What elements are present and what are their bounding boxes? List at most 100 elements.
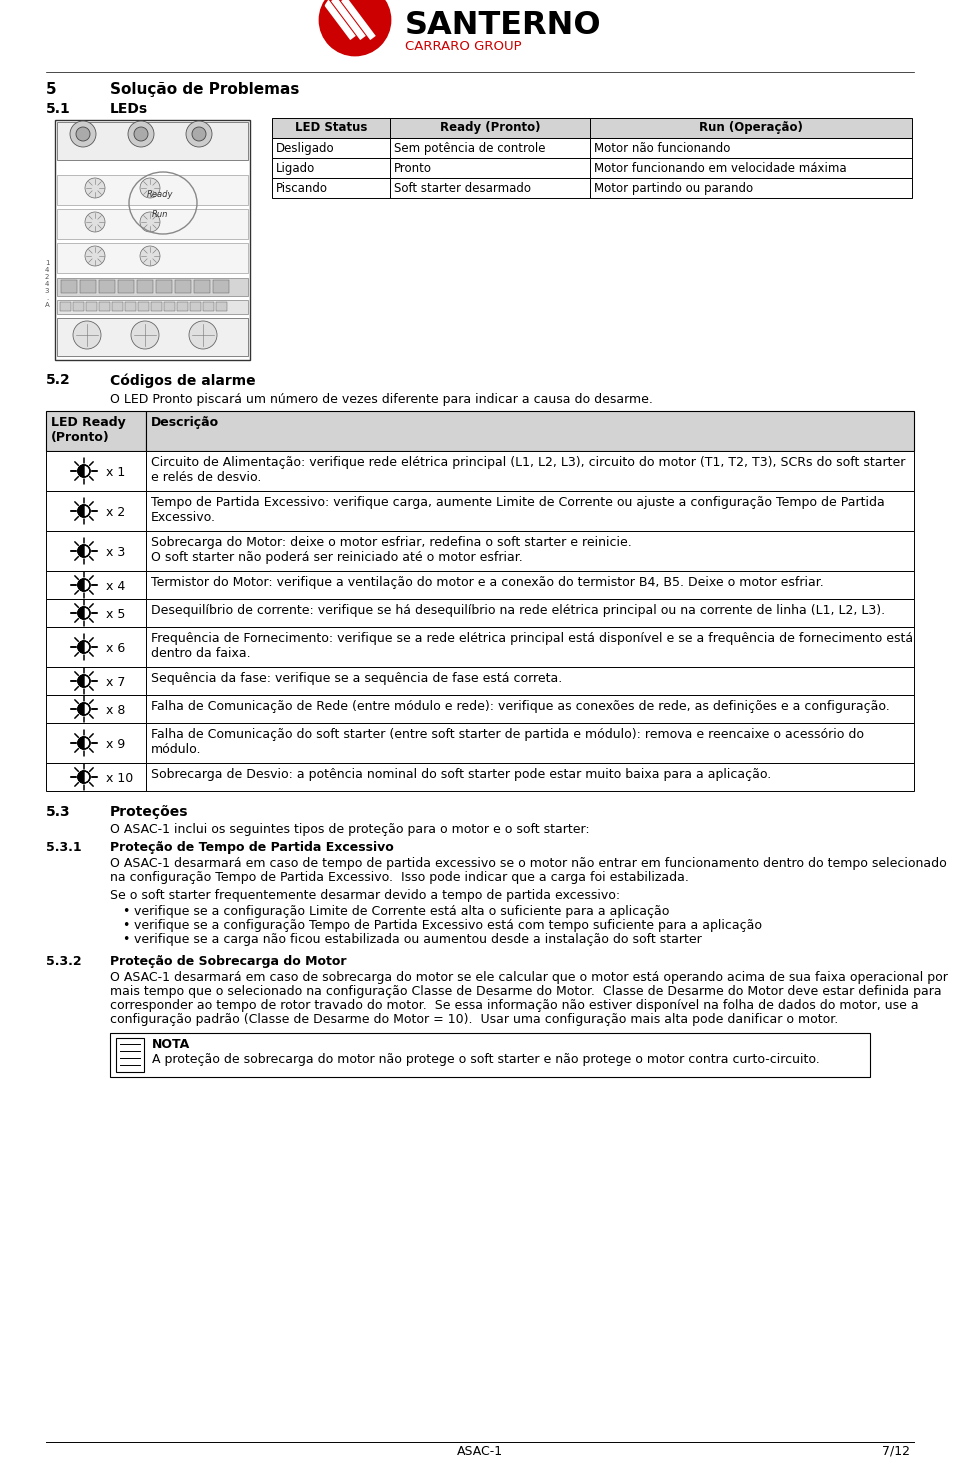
- Bar: [146, 694, 914, 724]
- Bar: [57, 175, 248, 206]
- Text: Descrição: Descrição: [151, 415, 219, 429]
- Bar: [146, 411, 914, 451]
- Circle shape: [128, 120, 154, 147]
- Text: O LED Pronto piscará um número de vezes diferente para indicar a causa do desarm: O LED Pronto piscará um número de vezes …: [110, 393, 653, 407]
- Bar: [590, 138, 912, 159]
- Circle shape: [320, 0, 390, 54]
- Circle shape: [78, 578, 90, 592]
- Text: O ASAC-1 inclui os seguintes tipos de proteção para o motor e o soft starter:: O ASAC-1 inclui os seguintes tipos de pr…: [110, 824, 589, 835]
- Text: Sobrecarga de Desvio: a potência nominal do soft starter pode estar muito baixa : Sobrecarga de Desvio: a potência nominal…: [151, 768, 771, 781]
- Text: x 1: x 1: [106, 465, 125, 479]
- Text: Tempo de Partida Excessivo: verifique carga, aumente Limite de Corrente ou ajust: Tempo de Partida Excessivo: verifique ca…: [151, 496, 885, 524]
- Text: •: •: [122, 919, 130, 932]
- Text: x 5: x 5: [106, 608, 126, 621]
- Polygon shape: [78, 771, 84, 782]
- Bar: [57, 244, 248, 273]
- Bar: [46, 490, 146, 531]
- Bar: [590, 178, 912, 198]
- Bar: [590, 159, 912, 178]
- Bar: [151, 302, 162, 311]
- Text: A proteção de sobrecarga do motor não protege o soft starter e não protege o mot: A proteção de sobrecarga do motor não pr…: [152, 1053, 820, 1066]
- Bar: [46, 724, 146, 763]
- Circle shape: [189, 321, 217, 349]
- Bar: [116, 1038, 144, 1072]
- Circle shape: [140, 178, 160, 198]
- Text: x 9: x 9: [106, 738, 125, 752]
- Text: corresponder ao tempo de rotor travado do motor.  Se essa informação não estiver: corresponder ao tempo de rotor travado d…: [110, 1000, 919, 1011]
- Circle shape: [78, 675, 90, 687]
- Text: Ligado: Ligado: [276, 161, 315, 175]
- Text: SANTERNO: SANTERNO: [405, 10, 602, 41]
- Bar: [46, 763, 146, 791]
- Text: LED Status: LED Status: [295, 120, 367, 134]
- Circle shape: [70, 120, 96, 147]
- Bar: [590, 117, 912, 138]
- Bar: [57, 319, 248, 357]
- Text: O ASAC-1 desarmará em caso de sobrecarga do motor se ele calcular que o motor es: O ASAC-1 desarmará em caso de sobrecarga…: [110, 970, 948, 984]
- Bar: [164, 302, 175, 311]
- Bar: [73, 302, 84, 311]
- Text: Piscando: Piscando: [276, 182, 328, 195]
- Bar: [146, 627, 914, 666]
- Polygon shape: [78, 465, 84, 477]
- Bar: [57, 122, 248, 160]
- Bar: [99, 280, 115, 294]
- Circle shape: [140, 211, 160, 232]
- Bar: [216, 302, 227, 311]
- Circle shape: [73, 321, 101, 349]
- Text: x 6: x 6: [106, 642, 125, 655]
- Bar: [146, 571, 914, 599]
- Bar: [390, 117, 590, 138]
- Text: LEDs: LEDs: [110, 101, 148, 116]
- Text: Solução de Problemas: Solução de Problemas: [110, 82, 300, 97]
- Text: Proteção de Sobrecarga do Motor: Proteção de Sobrecarga do Motor: [110, 956, 347, 967]
- Text: Frequência de Fornecimento: verifique se a rede elétrica principal está disponív: Frequência de Fornecimento: verifique se…: [151, 633, 913, 661]
- Text: x 7: x 7: [106, 675, 126, 688]
- Circle shape: [78, 505, 90, 517]
- Text: 5.1: 5.1: [46, 101, 71, 116]
- Text: ASAC-1: ASAC-1: [457, 1445, 503, 1458]
- Circle shape: [85, 247, 105, 266]
- Bar: [125, 302, 136, 311]
- Polygon shape: [78, 545, 84, 556]
- Bar: [118, 280, 134, 294]
- Text: verifique se a carga não ficou estabilizada ou aumentou desde a instalação do so: verifique se a carga não ficou estabiliz…: [134, 934, 702, 945]
- Bar: [80, 280, 96, 294]
- Text: verifique se a configuração Tempo de Partida Excessivo está com tempo suficiente: verifique se a configuração Tempo de Par…: [134, 919, 762, 932]
- Bar: [272, 178, 390, 198]
- Bar: [272, 117, 390, 138]
- Text: x 4: x 4: [106, 580, 125, 593]
- Polygon shape: [78, 703, 84, 715]
- Text: Códigos de alarme: Códigos de alarme: [110, 373, 255, 388]
- Bar: [146, 724, 914, 763]
- Text: na configuração Tempo de Partida Excessivo.  Isso pode indicar que a carga foi e: na configuração Tempo de Partida Excessi…: [110, 871, 689, 884]
- Bar: [57, 277, 248, 297]
- Circle shape: [85, 178, 105, 198]
- Text: Circuito de Alimentação: verifique rede elétrica principal (L1, L2, L3), circuit: Circuito de Alimentação: verifique rede …: [151, 457, 905, 484]
- Bar: [55, 120, 250, 360]
- Text: NOTA: NOTA: [152, 1038, 190, 1051]
- Text: x 10: x 10: [106, 772, 133, 785]
- Text: x 2: x 2: [106, 506, 125, 520]
- Circle shape: [78, 642, 90, 653]
- Text: O ASAC-1 desarmará em caso de tempo de partida excessivo se o motor não entrar e: O ASAC-1 desarmará em caso de tempo de p…: [110, 857, 947, 871]
- Text: •: •: [122, 904, 130, 918]
- Bar: [177, 302, 188, 311]
- Bar: [60, 302, 71, 311]
- Bar: [194, 280, 210, 294]
- Circle shape: [140, 247, 160, 266]
- Bar: [46, 694, 146, 724]
- Text: Proteção de Tempo de Partida Excessivo: Proteção de Tempo de Partida Excessivo: [110, 841, 394, 854]
- Polygon shape: [78, 606, 84, 619]
- Bar: [156, 280, 172, 294]
- Circle shape: [131, 321, 159, 349]
- Circle shape: [78, 465, 90, 477]
- Circle shape: [78, 606, 90, 619]
- Bar: [46, 531, 146, 571]
- Text: 5.3.1: 5.3.1: [46, 841, 82, 854]
- Text: Sobrecarga do Motor: deixe o motor esfriar, redefina o soft starter e reinicie.
: Sobrecarga do Motor: deixe o motor esfri…: [151, 536, 632, 564]
- Text: Desequilíbrio de corrente: verifique se há desequilíbrio na rede elétrica princi: Desequilíbrio de corrente: verifique se …: [151, 603, 885, 617]
- Bar: [99, 302, 110, 311]
- Text: 5.3: 5.3: [46, 804, 71, 819]
- Bar: [46, 666, 146, 694]
